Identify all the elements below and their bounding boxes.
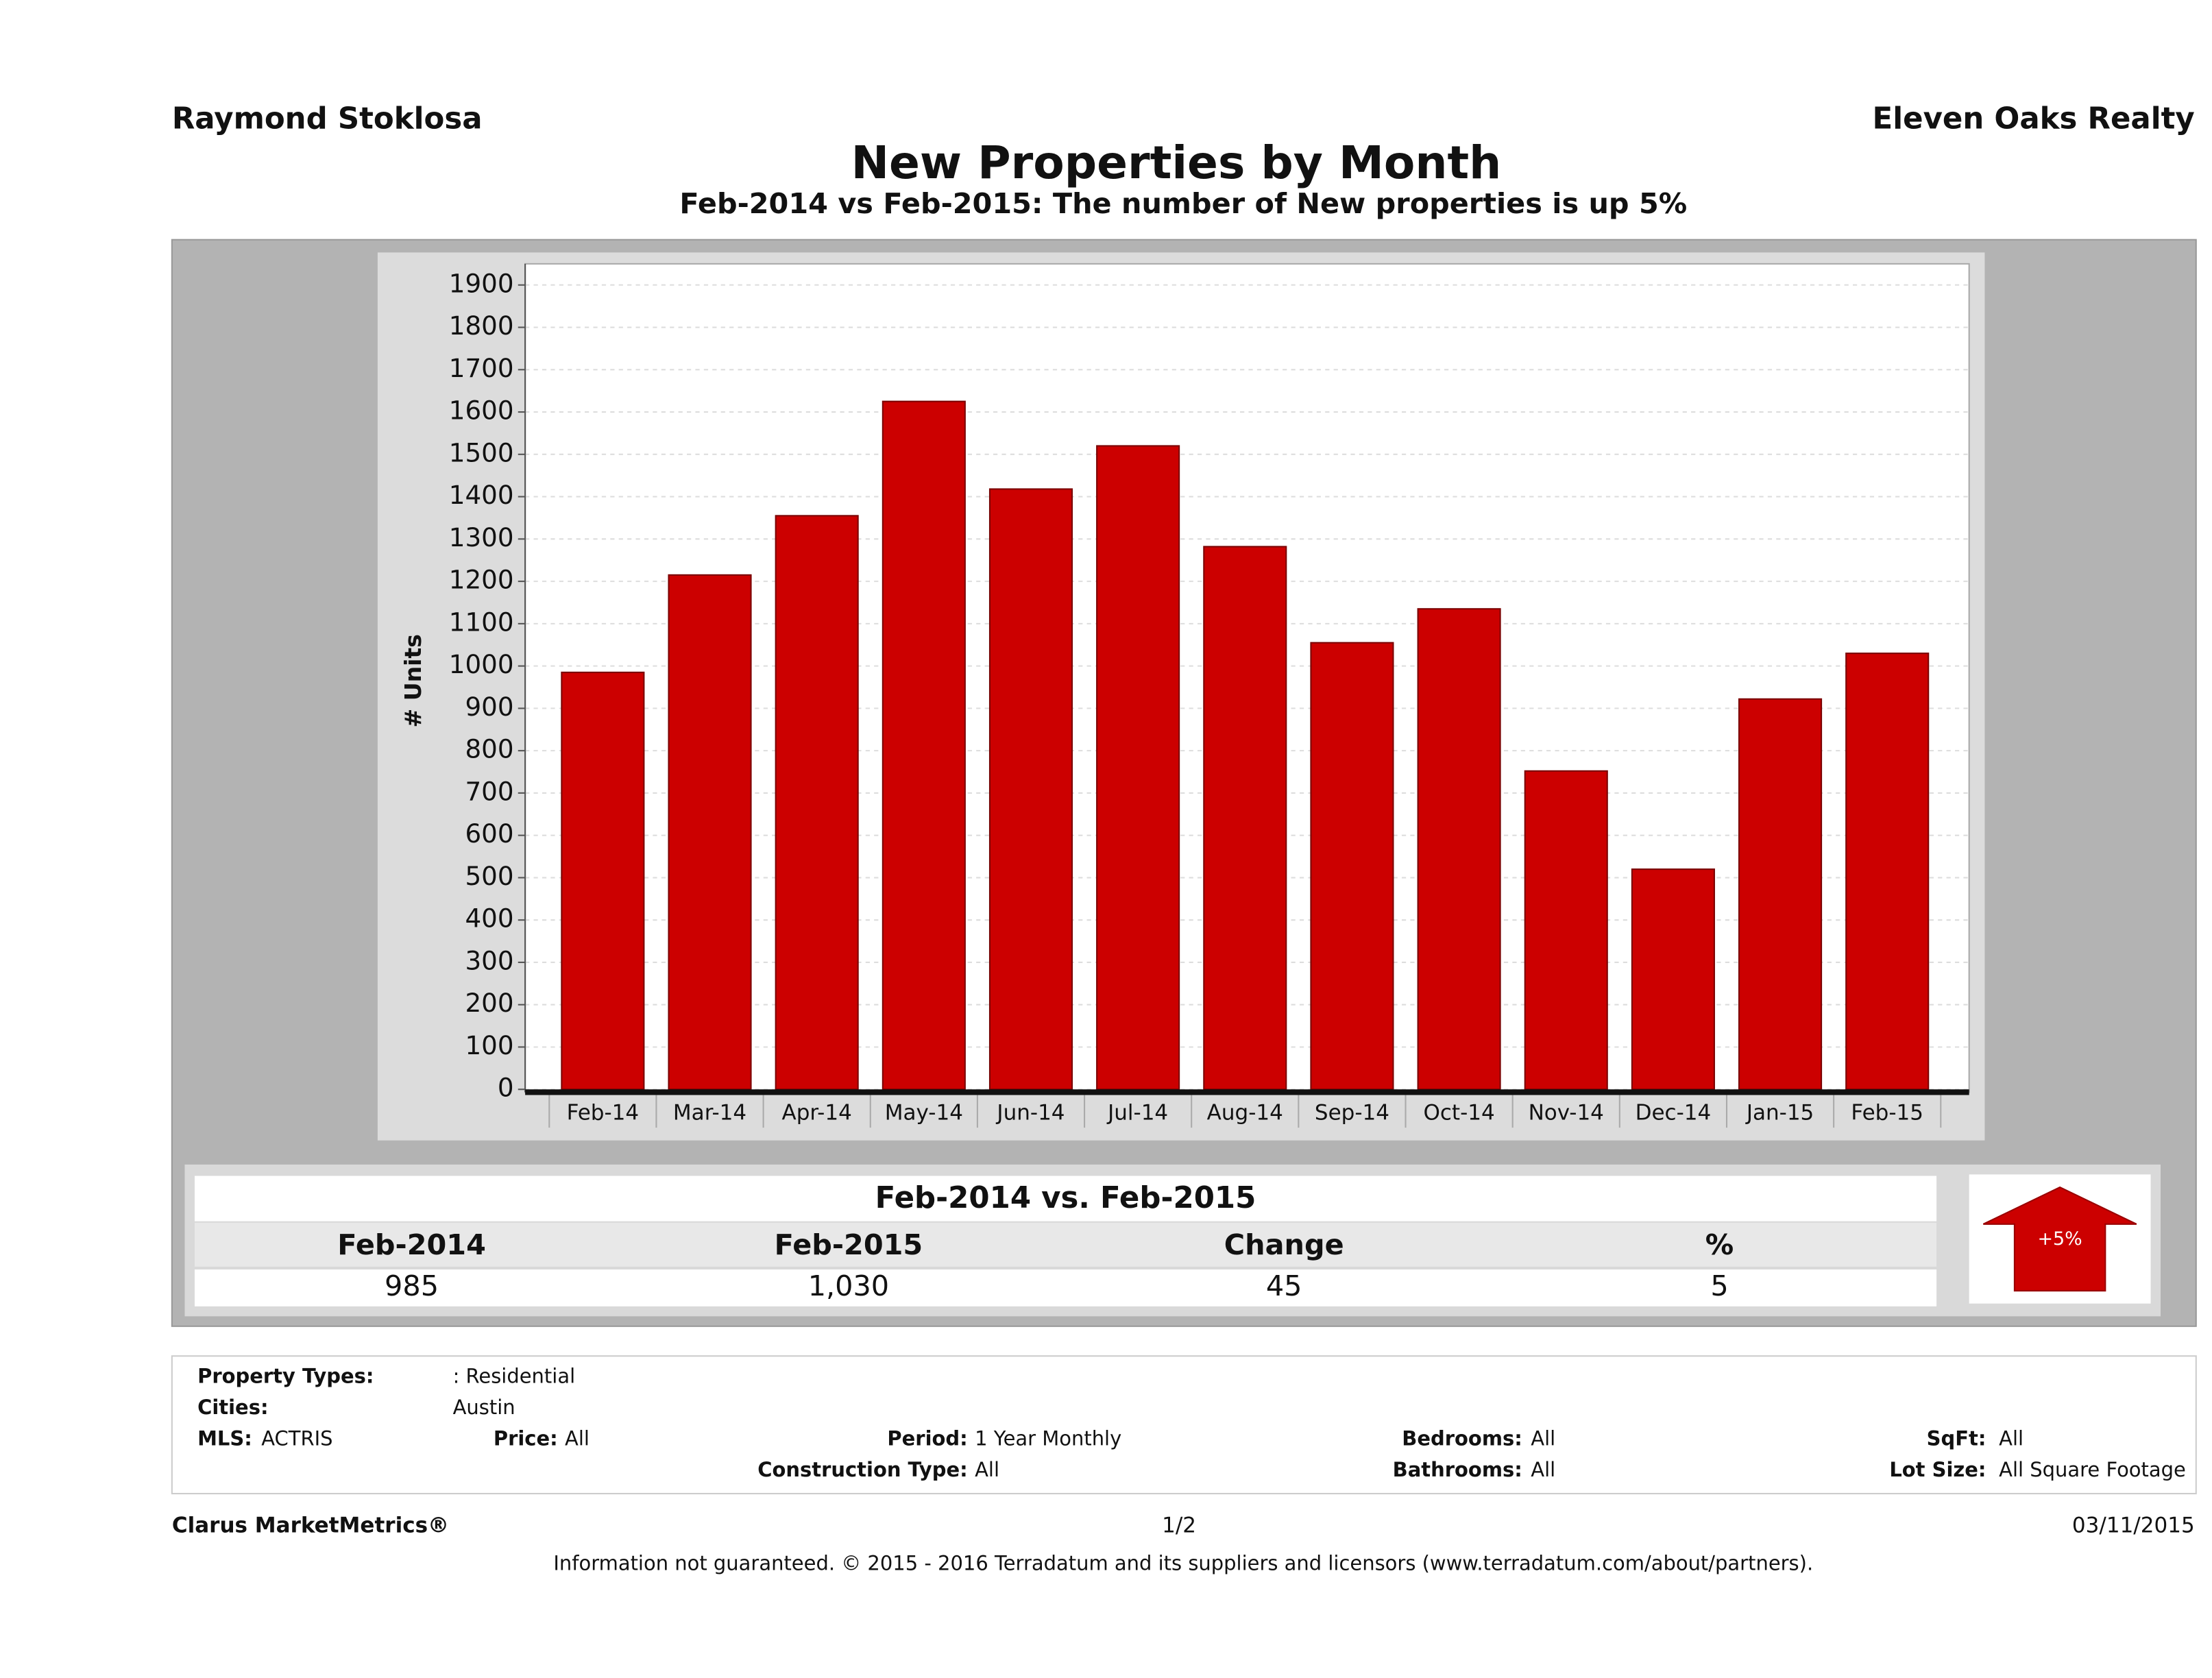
y-tick-label: 800 bbox=[465, 734, 513, 764]
summary-value-row bbox=[194, 1269, 1937, 1306]
x-tick-label: Jan-15 bbox=[1745, 1100, 1814, 1125]
bar bbox=[1631, 868, 1715, 1091]
y-tick-label: 900 bbox=[465, 692, 513, 722]
footer-page: 1/2 bbox=[1162, 1513, 1196, 1538]
x-tick-label: Apr-14 bbox=[782, 1100, 852, 1125]
bar bbox=[882, 400, 966, 1091]
summary-header: % bbox=[1705, 1228, 1734, 1261]
summary-header-row bbox=[194, 1222, 1937, 1267]
x-tick-label: Jul-14 bbox=[1106, 1100, 1168, 1125]
bar bbox=[561, 671, 645, 1091]
summary-value: 985 bbox=[385, 1269, 439, 1302]
y-tick-label: 1000 bbox=[449, 649, 514, 679]
summary-header: Feb-2014 bbox=[337, 1228, 486, 1261]
bar bbox=[1845, 653, 1930, 1091]
y-tick-label: 1800 bbox=[449, 311, 514, 341]
y-tick-label: 500 bbox=[465, 861, 513, 891]
bar bbox=[1417, 608, 1501, 1091]
criteria-label: Construction Type: bbox=[757, 1458, 968, 1481]
y-tick-label: 300 bbox=[465, 945, 513, 975]
criteria-value: : Residential bbox=[453, 1364, 576, 1387]
x-tick-label: May-14 bbox=[885, 1100, 963, 1125]
criteria-label: MLS: bbox=[197, 1426, 252, 1450]
criteria-label: Lot Size: bbox=[1889, 1458, 1986, 1481]
bar bbox=[668, 574, 752, 1091]
y-tick-label: 100 bbox=[465, 1030, 513, 1060]
y-tick-label: 1200 bbox=[449, 565, 514, 595]
criteria-label: Bathrooms: bbox=[1393, 1458, 1522, 1481]
y-tick-label: 1700 bbox=[449, 353, 514, 383]
y-tick-label: 700 bbox=[465, 776, 513, 806]
x-tick-label: Mar-14 bbox=[673, 1100, 746, 1125]
up-arrow bbox=[1982, 1186, 2137, 1292]
y-tick-label: 1600 bbox=[449, 396, 514, 426]
criteria-value: All bbox=[1531, 1426, 1555, 1450]
criteria: Property Types: : Residential Cities: Au… bbox=[197, 1364, 2186, 1481]
badge-label: +5% bbox=[2038, 1228, 2082, 1250]
x-tick-label: Nov-14 bbox=[1529, 1100, 1604, 1125]
criteria-box bbox=[171, 1355, 2197, 1495]
x-tick-label: Sep-14 bbox=[1315, 1100, 1389, 1125]
criteria-value: All bbox=[1999, 1426, 2023, 1450]
footer-date: 03/11/2015 bbox=[2072, 1513, 2195, 1538]
y-tick-label: 1400 bbox=[449, 480, 514, 510]
summary-value: 5 bbox=[1710, 1269, 1728, 1302]
criteria-label: Price: bbox=[494, 1426, 558, 1450]
y-tick-label: 0 bbox=[498, 1073, 514, 1103]
criteria-value: All bbox=[565, 1426, 590, 1450]
summary-title: Feb-2014 vs. Feb-2015 bbox=[875, 1181, 1256, 1215]
x-tick-label: Feb-14 bbox=[567, 1100, 640, 1125]
x-tick-label: Oct-14 bbox=[1423, 1100, 1494, 1125]
bar bbox=[775, 515, 859, 1091]
bar bbox=[1310, 642, 1394, 1091]
criteria-value: All Square Footage bbox=[1999, 1458, 2186, 1481]
y-tick-label: 1100 bbox=[449, 607, 514, 637]
y-tick-label: 200 bbox=[465, 988, 513, 1018]
bar bbox=[988, 488, 1073, 1091]
criteria-value: ACTRIS bbox=[261, 1426, 332, 1450]
y-tick-label: 1300 bbox=[449, 522, 514, 552]
criteria-label: Cities: bbox=[197, 1396, 268, 1419]
summary-header: Change bbox=[1224, 1228, 1344, 1261]
y-tick-label: 1500 bbox=[449, 437, 514, 467]
criteria-label: Bedrooms: bbox=[1402, 1426, 1522, 1450]
x-tick-label: Feb-15 bbox=[1851, 1100, 1923, 1125]
plot: 0 100 200 300 400 500 600 700 800 900 1000 1100 1200… bbox=[449, 263, 1969, 1128]
chart-subtitle: Feb-2014 vs Feb-2015: The number of New … bbox=[679, 187, 1687, 220]
y-tick-label: 1900 bbox=[449, 268, 514, 298]
bar bbox=[1524, 770, 1608, 1091]
summary-title-row bbox=[194, 1176, 1937, 1221]
chart-title: New Properties by Month bbox=[851, 136, 1502, 189]
bar bbox=[1738, 698, 1823, 1091]
y-tick-label: 400 bbox=[465, 903, 513, 934]
agent-name: Raymond Stoklosa bbox=[172, 101, 483, 136]
footer-brand: Clarus MarketMetrics® bbox=[172, 1513, 449, 1538]
x-tick-label: Dec-14 bbox=[1636, 1100, 1712, 1125]
company-name: Eleven Oaks Realty bbox=[1873, 101, 2195, 136]
y-tick-label: 600 bbox=[465, 818, 513, 849]
criteria-value: All bbox=[1531, 1458, 1555, 1481]
summary-header: Feb-2015 bbox=[775, 1228, 923, 1261]
criteria-value: 1 Year Monthly bbox=[975, 1426, 1121, 1450]
criteria-value: Austin bbox=[453, 1396, 515, 1419]
summary-value: 1,030 bbox=[808, 1269, 889, 1302]
y-axis-label: # Units bbox=[400, 634, 426, 728]
x-tick-label: Jun-14 bbox=[995, 1100, 1065, 1125]
bar bbox=[1096, 445, 1180, 1091]
criteria-label: SqFt: bbox=[1927, 1426, 1986, 1450]
summary-value: 45 bbox=[1266, 1269, 1302, 1302]
x-tick-label: Aug-14 bbox=[1207, 1100, 1283, 1125]
bar bbox=[1203, 546, 1287, 1091]
criteria-label: Period: bbox=[887, 1426, 967, 1450]
footer-disclaimer: Information not guaranteed. © 2015 - 201… bbox=[553, 1551, 1813, 1574]
criteria-value: All bbox=[975, 1458, 999, 1481]
criteria-label: Property Types: bbox=[197, 1364, 374, 1387]
